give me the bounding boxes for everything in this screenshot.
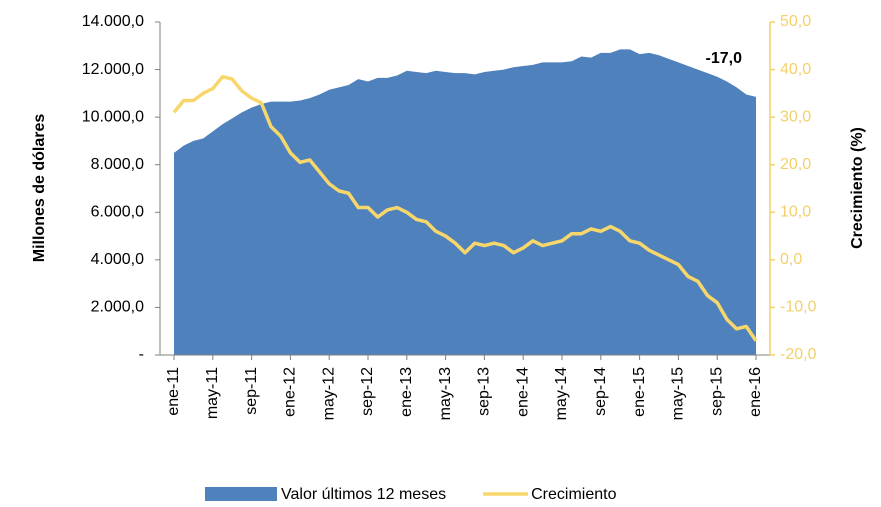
y2-axis-title: Crecimiento (%) xyxy=(849,127,866,249)
x-tick-label: sep-15 xyxy=(708,367,725,416)
x-tick-label: ene-15 xyxy=(631,367,648,417)
y-axis-title: Millones de dólares xyxy=(31,114,48,263)
y2-tick-label: 40,0 xyxy=(780,61,811,78)
y2-tick-label: 50,0 xyxy=(780,13,811,30)
x-tick-label: may-11 xyxy=(204,367,221,419)
x-tick-label: may-14 xyxy=(553,367,570,420)
x-tick-label: sep-12 xyxy=(359,367,376,416)
x-tick-label: ene-11 xyxy=(165,367,182,416)
legend-label: Valor últimos 12 meses xyxy=(281,486,446,503)
y2-tick-label: 10,0 xyxy=(780,204,811,221)
x-tick-label: sep-14 xyxy=(592,367,609,416)
y-tick-label: 4.000,0 xyxy=(91,251,144,268)
y-tick-label: 2.000,0 xyxy=(91,299,144,316)
x-tick-label: may-12 xyxy=(320,367,337,420)
y2-tick-label: -20,0 xyxy=(780,346,817,363)
y2-tick-label: -10,0 xyxy=(780,299,817,316)
x-tick-label: ene-14 xyxy=(514,367,531,417)
x-tick-label: ene-12 xyxy=(282,367,299,417)
y-tick-label: 14.000,0 xyxy=(82,13,144,30)
y2-tick-label: 0,0 xyxy=(780,251,802,268)
area xyxy=(174,49,756,355)
x-tick-label: may-15 xyxy=(670,367,687,420)
data-label: -17,0 xyxy=(706,50,743,67)
x-tick-label: may-13 xyxy=(437,367,454,420)
y-tick-label: 6.000,0 xyxy=(91,204,144,221)
x-tick-label: sep-11 xyxy=(243,367,260,415)
y-tick-label: 10.000,0 xyxy=(82,108,144,125)
legend-swatch xyxy=(205,487,277,501)
y-tick-label: - xyxy=(139,346,144,363)
y2-tick-label: 20,0 xyxy=(780,156,811,173)
y2-tick-label: 30,0 xyxy=(780,108,811,125)
x-tick-label: sep-13 xyxy=(476,367,493,416)
x-tick-label: ene-13 xyxy=(398,367,415,417)
y-tick-label: 8.000,0 xyxy=(91,156,144,173)
legend-label: Crecimiento xyxy=(531,486,616,503)
y-tick-label: 12.000,0 xyxy=(82,61,144,78)
x-tick-label: ene-16 xyxy=(747,367,764,417)
line xyxy=(172,74,758,342)
